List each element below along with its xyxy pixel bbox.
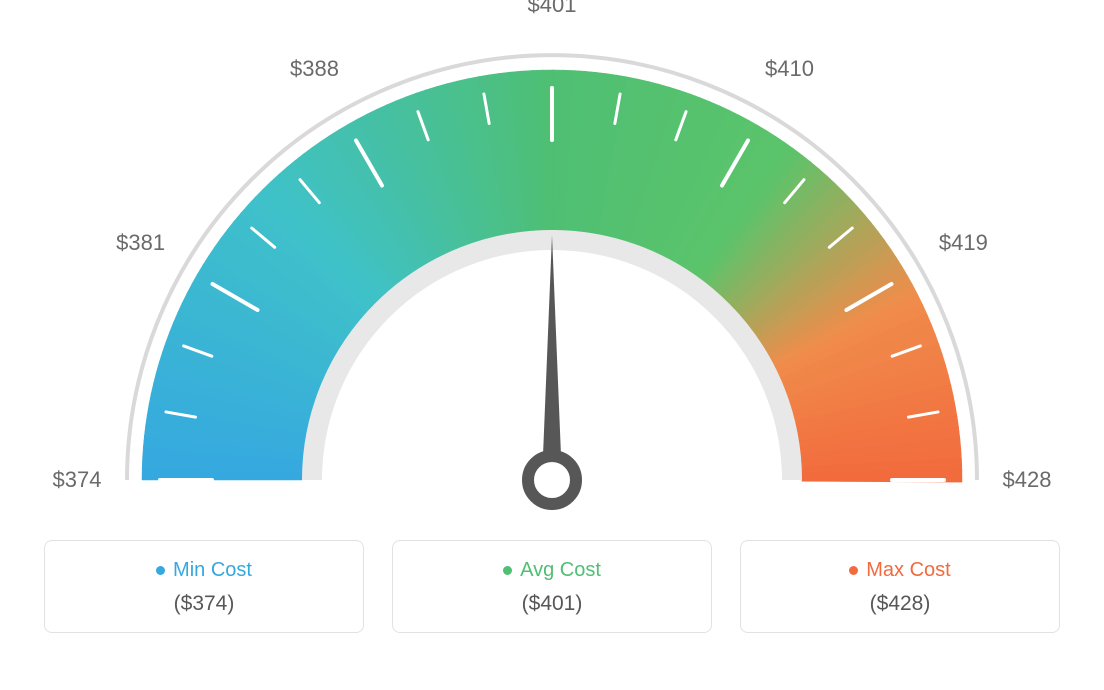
gauge-tick-label: $388 <box>290 56 339 82</box>
legend-dot-min <box>156 566 165 575</box>
gauge-container: $374 $381 $388 $401 $410 $419 $428 <box>0 0 1104 540</box>
legend-title-avg: Avg Cost <box>403 559 701 582</box>
legend-title-min-text: Min Cost <box>173 559 252 582</box>
legend-card-avg: Avg Cost ($401) <box>392 540 712 633</box>
gauge-tick-label: $381 <box>116 230 165 256</box>
gauge-tick-label: $401 <box>528 0 577 18</box>
legend-row: Min Cost ($374) Avg Cost ($401) Max Cost… <box>0 540 1104 653</box>
legend-value-min: ($374) <box>55 592 353 616</box>
gauge-tick-label: $419 <box>939 230 988 256</box>
legend-value-avg: ($401) <box>403 592 701 616</box>
legend-dot-avg <box>503 566 512 575</box>
legend-value-max: ($428) <box>751 592 1049 616</box>
legend-title-avg-text: Avg Cost <box>520 559 601 582</box>
gauge-tick-label: $374 <box>53 467 102 493</box>
legend-card-max: Max Cost ($428) <box>740 540 1060 633</box>
gauge-chart <box>0 0 1104 540</box>
legend-title-max: Max Cost <box>751 559 1049 582</box>
legend-card-min: Min Cost ($374) <box>44 540 364 633</box>
legend-title-min: Min Cost <box>55 559 353 582</box>
legend-dot-max <box>849 566 858 575</box>
gauge-tick-label: $410 <box>765 56 814 82</box>
legend-title-max-text: Max Cost <box>866 559 950 582</box>
gauge-tick-label: $428 <box>1003 467 1052 493</box>
